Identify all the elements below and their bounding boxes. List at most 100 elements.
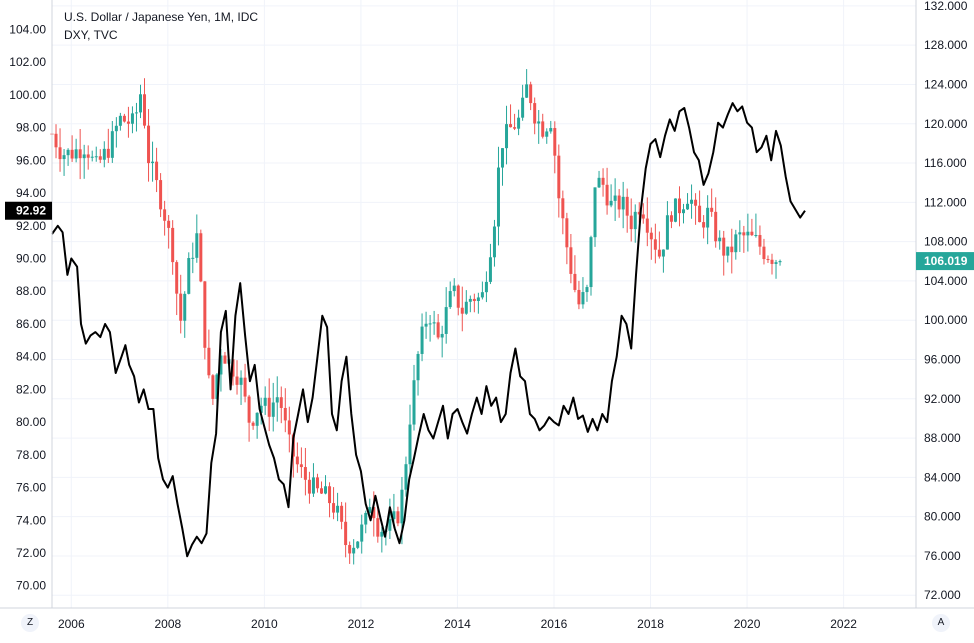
candle-body <box>476 297 480 302</box>
candle-body <box>163 209 167 221</box>
right-tick-label: 72.000 <box>924 588 961 602</box>
left-tick-label: 94.00 <box>16 186 46 200</box>
left-tick-label: 96.00 <box>16 153 46 167</box>
right-tick-label: 128.000 <box>924 38 968 52</box>
candle-body <box>533 103 537 124</box>
candle-body <box>722 237 726 256</box>
right-tick-label: 76.000 <box>924 549 961 563</box>
candle-body <box>432 322 436 324</box>
candle-body <box>307 479 311 494</box>
candle-body <box>295 456 299 465</box>
candle-body <box>444 307 448 334</box>
candle-body <box>464 301 468 314</box>
candle-body <box>368 507 372 513</box>
candle-body <box>86 154 90 158</box>
candle-body <box>235 376 239 385</box>
right-tick-label: 92.000 <box>924 392 961 406</box>
candle-body <box>734 234 738 253</box>
candle-body <box>585 287 589 293</box>
candle-body <box>215 374 219 399</box>
candle-body <box>155 161 159 181</box>
candle-body <box>593 187 597 238</box>
candle-body <box>219 355 223 375</box>
candle-body <box>243 377 247 397</box>
candle-body <box>456 285 460 308</box>
auto-scale-button[interactable]: A <box>932 614 950 632</box>
candle-body <box>360 524 364 542</box>
candle-body <box>452 285 456 292</box>
candle-body <box>468 298 472 302</box>
left-last-value-label: 92.92 <box>16 204 46 218</box>
x-tick-label: 2016 <box>541 617 568 631</box>
candle-body <box>645 218 649 233</box>
candle-body <box>102 148 106 160</box>
candle-body <box>424 323 428 327</box>
candle-body <box>251 422 255 426</box>
candle-body <box>750 231 754 236</box>
candle-body <box>625 196 629 216</box>
candle-body <box>746 231 750 236</box>
candle-body <box>207 347 211 376</box>
candle-body <box>561 198 565 219</box>
candle-body <box>352 547 356 554</box>
candle-body <box>110 131 114 158</box>
candle-body <box>319 488 323 494</box>
candle-body <box>231 359 235 377</box>
candle-body <box>122 115 126 122</box>
candle-body <box>641 214 645 219</box>
candle-body <box>191 257 195 259</box>
candle-body <box>66 149 70 156</box>
candle-body <box>509 124 513 128</box>
right-tick-label: 108.000 <box>924 235 968 249</box>
candle-body <box>311 477 315 494</box>
x-tick-label: 2010 <box>251 617 278 631</box>
candle-body <box>762 246 766 260</box>
candle-body <box>778 261 782 263</box>
candle-body <box>239 377 243 385</box>
candle-body <box>621 196 625 210</box>
candle-body <box>665 215 669 250</box>
candle-body <box>143 94 147 126</box>
left-tick-label: 92.00 <box>16 219 46 233</box>
right-last-value-label: 106.019 <box>924 254 968 268</box>
candle-body <box>613 195 617 201</box>
candle-body <box>74 149 78 159</box>
candle-body <box>460 307 464 314</box>
candle-body <box>472 298 476 302</box>
right-tick-label: 116.000 <box>924 156 967 170</box>
candle-body <box>138 94 142 113</box>
candle-body <box>686 203 690 210</box>
candle-body <box>428 323 432 325</box>
candle-body <box>130 113 134 124</box>
overlay-series-label: DXY, TVC <box>64 28 118 42</box>
candle-body <box>577 289 581 305</box>
right-tick-label: 132.000 <box>924 0 968 13</box>
right-tick-label: 96.000 <box>924 352 961 366</box>
left-tick-label: 90.00 <box>16 252 46 266</box>
candle-body <box>553 128 557 156</box>
candle-body <box>738 232 742 235</box>
candle-body <box>496 167 500 227</box>
candle-body <box>175 262 179 294</box>
candle-body <box>267 397 271 417</box>
x-tick-label: 2008 <box>154 617 181 631</box>
left-tick-label: 84.00 <box>16 350 46 364</box>
candles <box>50 69 782 565</box>
candle-body <box>348 545 352 554</box>
candle-body <box>126 121 130 124</box>
candle-body <box>589 237 593 288</box>
candle-body <box>247 396 251 423</box>
candle-body <box>742 232 746 236</box>
candle-body <box>211 375 215 399</box>
candle-body <box>726 246 730 256</box>
candle-body <box>340 505 344 522</box>
candle-body <box>484 281 488 293</box>
candle-body <box>70 149 74 159</box>
zoom-button[interactable]: Z <box>21 614 39 632</box>
candle-body <box>171 227 175 263</box>
x-tick-label: 2006 <box>58 617 85 631</box>
left-tick-label: 78.00 <box>16 448 46 462</box>
candle-body <box>521 97 525 118</box>
candle-body <box>774 262 778 264</box>
